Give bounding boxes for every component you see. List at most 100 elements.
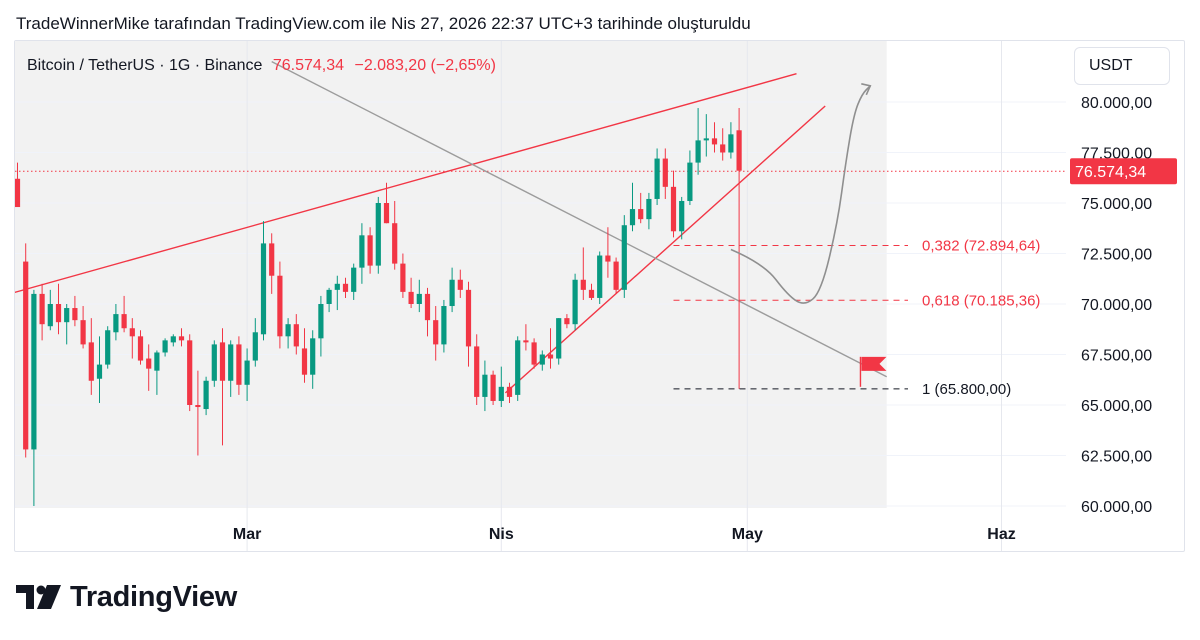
currency-button[interactable]: USDT — [1074, 47, 1170, 85]
x-tick-label: May — [732, 526, 763, 543]
candle-body — [244, 360, 250, 385]
candle — [506, 382, 513, 403]
candle — [351, 263, 357, 300]
candle — [72, 295, 78, 327]
candle-body — [31, 293, 37, 450]
candle — [654, 148, 660, 206]
candle — [211, 340, 217, 387]
candle — [465, 281, 472, 367]
y-tick-label: 72.500,00 — [1081, 247, 1152, 264]
candle — [269, 233, 275, 294]
candle — [547, 328, 554, 369]
candle — [105, 326, 111, 369]
candle-body — [621, 225, 627, 290]
candle — [64, 304, 70, 345]
candle-body — [547, 354, 554, 359]
candle-body — [720, 144, 726, 153]
candle — [383, 182, 390, 224]
descending-resistance-line — [271, 60, 888, 378]
wedge-upper-line — [15, 73, 797, 294]
candle-body — [367, 235, 373, 266]
candle-body — [211, 344, 217, 381]
candle — [416, 279, 422, 313]
candle — [23, 243, 29, 458]
candle — [203, 376, 209, 416]
fib-level-label: 0,382 (72.894,64) — [922, 238, 1040, 255]
candle — [482, 360, 488, 412]
candle — [392, 200, 398, 270]
candle — [310, 330, 316, 389]
candle — [96, 336, 103, 403]
candle-body — [269, 243, 275, 276]
candle — [39, 283, 45, 341]
candle — [162, 338, 168, 357]
candle-body — [351, 267, 357, 292]
candle — [146, 344, 152, 391]
candle — [47, 289, 53, 331]
last-price: 76.574,34 — [272, 57, 345, 74]
projection-arrow-head — [861, 83, 872, 96]
candle — [154, 350, 160, 395]
candle-body — [96, 364, 103, 379]
candle — [597, 251, 603, 304]
x-tick-label: Mar — [233, 526, 261, 543]
candle-body — [736, 130, 742, 171]
candle — [277, 261, 283, 349]
candle — [170, 334, 176, 347]
candle-body — [490, 374, 496, 401]
candle — [646, 192, 652, 230]
candle — [285, 318, 291, 349]
candle-body — [301, 348, 308, 375]
candle — [424, 287, 431, 337]
symbol-name[interactable]: Bitcoin / TetherUS · 1G · Binance — [27, 57, 263, 74]
candle-body — [506, 386, 513, 397]
candle-body — [465, 289, 472, 347]
candle — [137, 330, 144, 365]
candle-body — [383, 203, 390, 224]
tradingview-logo: TradingView — [16, 580, 237, 614]
candle — [629, 182, 636, 232]
candle-body — [121, 314, 127, 329]
candle-body — [572, 279, 578, 325]
candle-body — [228, 344, 234, 381]
candle-body — [482, 374, 488, 397]
candle — [449, 267, 455, 313]
candle-body — [72, 308, 78, 321]
shaded-region — [15, 41, 887, 509]
candle-body — [203, 380, 209, 410]
candle-body — [64, 308, 70, 323]
candle — [523, 324, 529, 351]
candle — [711, 122, 718, 153]
candle-body — [15, 178, 21, 208]
candle-body — [457, 279, 463, 290]
tradingview-logo-icon — [16, 585, 61, 609]
y-tick-label: 70.000,00 — [1081, 297, 1152, 314]
y-tick-label: 62.500,00 — [1081, 449, 1152, 466]
candle-body — [695, 140, 701, 163]
candle-body — [564, 318, 570, 325]
candle-body — [523, 340, 529, 343]
candle — [178, 328, 185, 347]
candle — [679, 196, 685, 240]
candle — [244, 348, 250, 401]
candle-body — [670, 186, 677, 232]
y-tick-label: 67.500,00 — [1081, 348, 1152, 365]
candle-body — [187, 340, 193, 405]
candle — [695, 108, 701, 175]
candle-body — [613, 261, 619, 290]
y-tick-label: 60.000,00 — [1081, 499, 1152, 516]
candle-body — [441, 306, 447, 345]
candle-body — [342, 283, 349, 292]
candle — [55, 283, 62, 335]
candle-body — [55, 304, 62, 323]
candle-body — [679, 200, 685, 232]
candle — [121, 295, 127, 333]
price-tag-label: 76.574,34 — [1075, 164, 1146, 181]
candle — [129, 318, 135, 359]
candle-body — [498, 386, 504, 401]
candle — [252, 318, 258, 367]
candle — [728, 122, 734, 159]
candle — [187, 334, 193, 412]
candle — [457, 269, 463, 298]
